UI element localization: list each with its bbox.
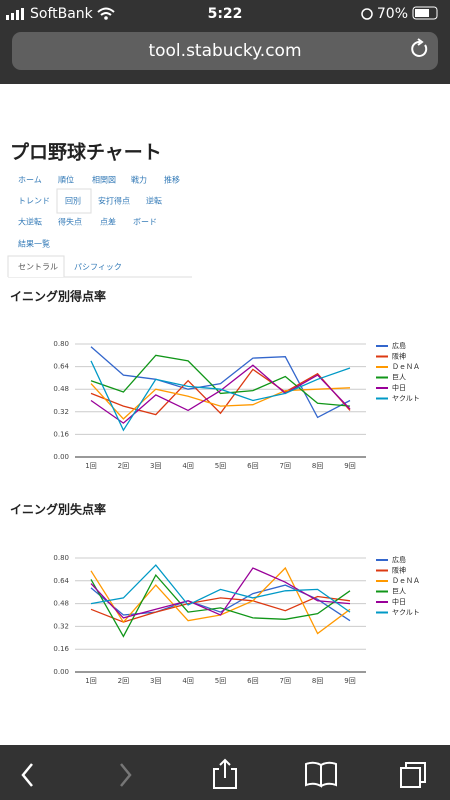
legend-label: 阪神 [392, 566, 406, 575]
chart-title: イニング別失点率 [10, 502, 106, 517]
legend-label: 中日 [392, 383, 406, 392]
bookmarks-button[interactable] [305, 761, 337, 788]
legend-label: 中日 [392, 597, 406, 606]
y-tick-label: 0.32 [53, 622, 69, 630]
nav-link[interactable]: 相関図 [92, 175, 116, 185]
nav-link[interactable]: 回別 [65, 197, 81, 206]
page-title: プロ野球チャート [10, 141, 162, 164]
y-tick-label: 0.16 [53, 430, 69, 438]
tabs: セントラル パシフィック [7, 255, 192, 278]
nav-link[interactable]: 推移 [164, 175, 180, 185]
forward-button[interactable] [120, 763, 132, 787]
signal-icon [6, 8, 24, 20]
tab[interactable]: セントラル [18, 263, 58, 272]
wifi-icon [97, 7, 115, 16]
x-tick-label: 1回 [85, 677, 96, 685]
legend-label: 巨人 [392, 374, 406, 382]
battery-text: 70% [377, 6, 408, 22]
charts: イニング別得点率 0.00 0.16 0.32 0.48 0.64 0.80 1回 2回 3回 4回… [10, 289, 420, 686]
chart-title: イニング別得点率 [10, 289, 106, 304]
battery-level [415, 9, 429, 17]
nav-link[interactable]: 点差 [100, 217, 116, 227]
series-line [90, 383, 351, 420]
tabs-button[interactable] [400, 762, 426, 788]
x-tick-label: 9回 [344, 677, 355, 685]
y-tick-label: 0.64 [53, 577, 69, 585]
tab[interactable]: パシフィック [74, 263, 122, 272]
nav-link[interactable]: 順位 [58, 175, 74, 185]
y-tick-label: 0.16 [53, 645, 69, 653]
back-button[interactable] [21, 763, 33, 787]
x-tick-label: 3回 [150, 462, 161, 470]
nav-link[interactable]: 結果一覧 [18, 239, 50, 249]
nav-link[interactable]: 逆転 [146, 196, 162, 206]
y-tick-label: 0.32 [53, 408, 69, 416]
clock: 5:22 [208, 6, 243, 22]
x-tick-label: 7回 [280, 677, 291, 685]
legend-label: 広島 [392, 555, 406, 564]
x-tick-label: 7回 [280, 462, 291, 470]
nav-link[interactable]: トレンド [18, 197, 50, 206]
wifi-dot [104, 16, 108, 20]
series-line [90, 354, 351, 407]
legend-label: ＤｅＮＡ [392, 577, 420, 585]
y-tick-label: 0.48 [53, 600, 69, 608]
nav-link[interactable]: 得失点 [58, 217, 82, 227]
x-tick-label: 1回 [85, 462, 96, 470]
legend-label: 巨人 [392, 588, 406, 596]
lock-icon [361, 8, 373, 20]
x-tick-label: 8回 [312, 677, 323, 685]
series-line [90, 346, 351, 419]
legend-label: ヤクルト [392, 609, 420, 617]
x-tick-label: 8回 [312, 462, 323, 470]
nav-link[interactable]: ホーム [18, 176, 42, 185]
nav-link[interactable]: ボード [133, 218, 157, 227]
series-line [90, 567, 351, 619]
x-tick-label: 2回 [118, 462, 129, 470]
active-tab-box [7, 255, 65, 277]
legend-label: 広島 [392, 341, 406, 350]
x-tick-label: 4回 [182, 462, 193, 470]
x-tick-label: 2回 [118, 677, 129, 685]
x-tick-label: 5回 [215, 677, 226, 685]
x-tick-label: 3回 [150, 677, 161, 685]
nav-link[interactable]: 戦力 [131, 175, 147, 185]
series-line [90, 360, 351, 432]
x-tick-label: 9回 [344, 462, 355, 470]
url-field[interactable] [12, 32, 438, 70]
share-button[interactable] [213, 758, 237, 789]
battery-frame [412, 6, 438, 20]
carrier: SoftBank [30, 6, 94, 22]
series-line [90, 364, 351, 424]
series-line [90, 564, 351, 613]
y-tick-label: 0.00 [53, 668, 69, 676]
y-tick-label: 0.00 [53, 453, 69, 461]
legend-label: ＤｅＮＡ [392, 363, 420, 371]
nav-link[interactable]: 大逆転 [18, 217, 42, 227]
reload-arrow [417, 38, 424, 46]
series-line [90, 595, 351, 623]
legend-label: 阪神 [392, 352, 406, 361]
x-tick-label: 5回 [215, 462, 226, 470]
reload-icon[interactable] [411, 40, 428, 57]
y-tick-label: 0.48 [53, 385, 69, 393]
legend-label: ヤクルト [392, 395, 420, 403]
y-tick-label: 0.64 [53, 363, 69, 371]
x-tick-label: 6回 [247, 462, 258, 470]
y-tick-label: 0.80 [53, 340, 69, 348]
series-line [90, 573, 351, 638]
nav-link[interactable]: 安打得点 [98, 196, 130, 206]
active-nav-box [56, 188, 92, 214]
x-tick-label: 4回 [182, 677, 193, 685]
x-tick-label: 6回 [247, 677, 258, 685]
y-tick-label: 0.80 [53, 554, 69, 562]
url: tool.stabucky.com [148, 41, 301, 61]
